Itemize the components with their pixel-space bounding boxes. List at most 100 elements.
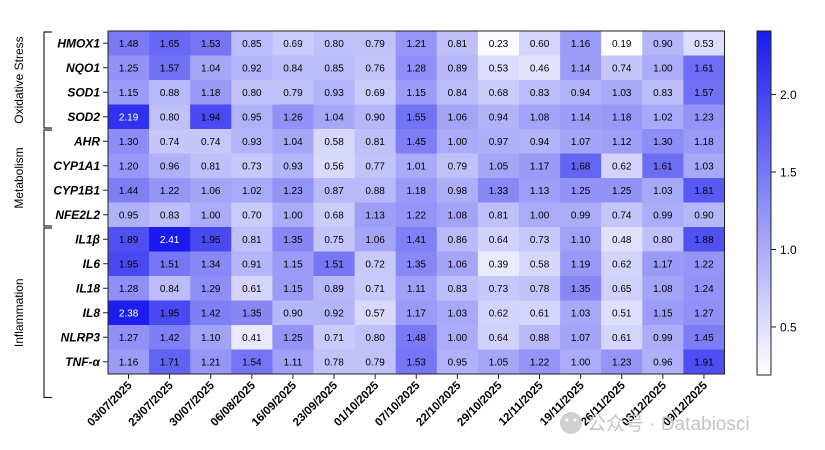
cell-value-label: 1.25 <box>119 63 139 74</box>
heatmap-cell <box>642 300 684 326</box>
heatmap-cell <box>519 31 561 56</box>
cell-value-label: 0.61 <box>530 308 550 319</box>
cell-value-label: 0.94 <box>530 137 550 148</box>
cell-value-label: 1.19 <box>571 259 591 270</box>
cell-value-label: 0.80 <box>365 333 385 344</box>
heatmap-cell <box>519 55 561 81</box>
heatmap-cell <box>642 129 684 154</box>
heatmap-cells: 1.48 1.65 1.53 0.85 0.69 0.80 0.79 1.21 0.81 0.23… <box>108 31 725 375</box>
cell-value-label: 1.14 <box>571 112 591 123</box>
cell-value-label: 1.22 <box>160 186 180 197</box>
cell-value-label: 1.45 <box>407 137 427 148</box>
cell-value-label: 0.71 <box>324 333 344 344</box>
heatmap-cell <box>519 349 561 375</box>
heatmap-cell <box>272 325 314 350</box>
heatmap-cell <box>601 227 643 252</box>
heatmap-cell <box>272 153 314 179</box>
heatmap-cell <box>683 349 725 375</box>
cell-value-label: 1.53 <box>201 39 221 50</box>
heatmap-cell <box>272 178 314 203</box>
heatmap-cell <box>272 300 314 326</box>
cell-value-label: 1.04 <box>201 63 221 74</box>
cell-value-label: 1.35 <box>242 308 262 319</box>
cell-value-label: 1.18 <box>407 186 427 197</box>
heatmap-cell <box>436 349 479 375</box>
heatmap-cell <box>560 104 602 130</box>
cell-value-label: 0.69 <box>365 88 385 99</box>
heatmap-cell <box>108 55 150 81</box>
cell-value-label: 1.51 <box>160 259 180 270</box>
heatmap-cell <box>642 80 684 105</box>
cell-value-label: 0.93 <box>324 88 344 99</box>
heatmap-cell <box>354 349 397 375</box>
cell-value-label: 1.06 <box>448 112 468 123</box>
heatmap-cell <box>149 227 191 252</box>
cell-value-label: 1.12 <box>612 137 632 148</box>
heatmap-cell <box>272 251 314 277</box>
heatmap-cell <box>108 202 150 228</box>
cell-value-label: 0.61 <box>242 284 262 295</box>
cell-value-label: 1.11 <box>407 284 426 295</box>
heatmap-cell <box>683 55 725 81</box>
cell-value-label: 0.92 <box>242 63 262 74</box>
cell-value-label: 0.80 <box>160 112 180 123</box>
cell-value-label: 1.00 <box>448 333 468 344</box>
cell-value-label: 0.93 <box>242 137 262 148</box>
heatmap-cell <box>354 80 397 105</box>
cell-value-label: 1.95 <box>160 308 180 319</box>
cell-value-label: 0.85 <box>242 39 262 50</box>
cell-value-label: 0.58 <box>324 137 344 148</box>
heatmap-cell <box>108 251 150 277</box>
cell-value-label: 0.87 <box>324 186 344 197</box>
heatmap-cell <box>683 31 725 56</box>
cell-value-label: 1.45 <box>694 333 714 344</box>
heatmap-cell <box>272 104 314 130</box>
heatmap-cell <box>436 251 479 277</box>
cell-value-label: 1.13 <box>530 186 550 197</box>
heatmap-cell <box>683 129 725 154</box>
heatmap-cell <box>149 300 191 326</box>
cell-value-label: 1.42 <box>160 333 180 344</box>
heatmap-cell <box>231 55 273 81</box>
cell-value-label: 0.53 <box>489 63 509 74</box>
cell-value-label: 0.73 <box>242 161 262 172</box>
cell-value-label: 0.78 <box>530 284 550 295</box>
cell-value-label: 0.91 <box>242 259 262 270</box>
cell-value-label: 1.25 <box>571 186 591 197</box>
cell-value-label: 0.71 <box>365 284 385 295</box>
cell-value-label: 0.74 <box>201 137 221 148</box>
heatmap-cell <box>354 300 397 326</box>
colorbar-ticks: 0.5 1.0 1.5 2.0 <box>771 88 797 334</box>
cell-value-label: 1.00 <box>283 210 303 221</box>
heatmap-cell <box>395 251 438 277</box>
heatmap-cell <box>149 31 191 56</box>
cell-value-label: 0.90 <box>694 210 714 221</box>
gene-label: CYP1B1 <box>53 183 100 197</box>
cell-value-label: 0.96 <box>653 357 673 368</box>
heatmap-cell <box>642 55 684 81</box>
heatmap-cell <box>601 202 643 228</box>
cell-value-label: 1.15 <box>283 259 303 270</box>
cell-value-label: 1.27 <box>119 333 139 344</box>
cell-value-label: 1.95 <box>119 259 139 270</box>
cell-value-label: 1.48 <box>119 39 139 50</box>
heatmap-cell <box>313 251 355 277</box>
heatmap-cell <box>149 202 191 228</box>
heatmap-cell <box>190 153 232 179</box>
cell-value-label: 1.00 <box>653 63 673 74</box>
heatmap-cell <box>601 129 643 154</box>
heatmap-cell <box>477 104 520 130</box>
heatmap-cell <box>231 300 273 326</box>
cell-value-label: 1.25 <box>283 333 303 344</box>
watermark: 公众号 · Databiosci <box>560 412 750 435</box>
cell-value-label: 1.71 <box>160 357 180 368</box>
cell-value-label: 0.74 <box>160 137 180 148</box>
cell-value-label: 1.26 <box>283 112 303 123</box>
heatmap-cell <box>601 153 643 179</box>
heatmap-cell <box>560 276 602 301</box>
heatmap-cell <box>601 349 643 375</box>
wechat-icon-eye-right <box>573 418 577 422</box>
cell-value-label: 0.84 <box>283 63 303 74</box>
cell-value-label: 1.94 <box>201 112 221 123</box>
cell-value-label: 1.08 <box>653 284 673 295</box>
